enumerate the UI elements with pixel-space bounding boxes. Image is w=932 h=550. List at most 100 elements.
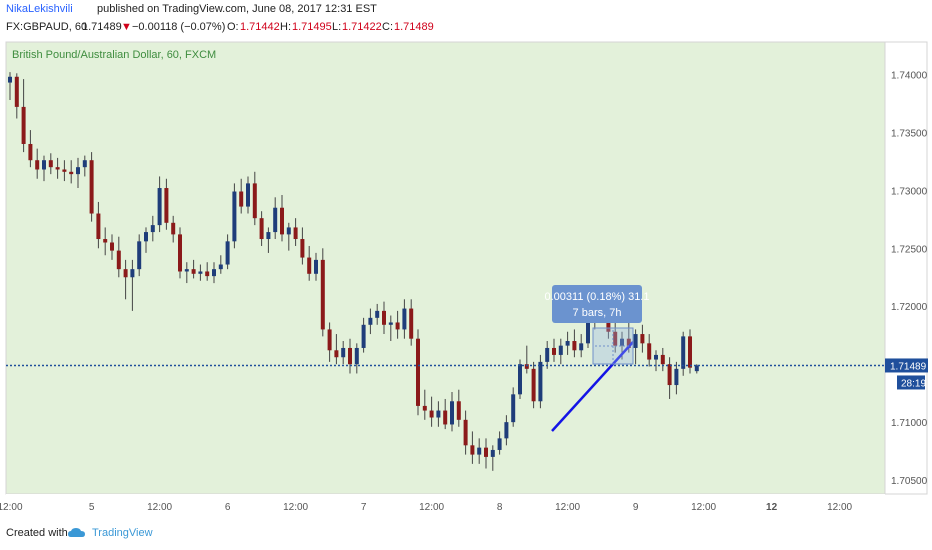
candle[interactable] [361, 317, 366, 353]
candle[interactable] [171, 215, 176, 243]
trend-line[interactable] [551, 341, 634, 432]
candle[interactable] [558, 338, 563, 365]
candle[interactable] [382, 301, 386, 335]
candle[interactable] [395, 310, 400, 339]
candle[interactable] [388, 315, 393, 342]
candle[interactable] [327, 322, 332, 362]
candle[interactable] [572, 329, 577, 358]
candle[interactable] [348, 338, 352, 374]
price-axis[interactable] [884, 41, 928, 495]
candle[interactable] [273, 197, 278, 240]
candle[interactable] [48, 153, 53, 175]
candle[interactable] [14, 73, 19, 119]
candle[interactable] [552, 338, 556, 362]
candle[interactable] [110, 234, 114, 260]
candle[interactable] [137, 234, 142, 277]
candle[interactable] [518, 359, 522, 399]
candle[interactable] [640, 324, 645, 353]
candle[interactable] [450, 392, 454, 432]
candle[interactable] [116, 236, 121, 278]
candle[interactable] [341, 341, 346, 365]
candle[interactable] [103, 227, 108, 256]
candle[interactable] [484, 438, 488, 469]
candle[interactable] [463, 410, 468, 455]
tradingview-brand[interactable]: TradingView [92, 527, 153, 539]
candle[interactable] [191, 259, 196, 279]
candle[interactable] [28, 130, 33, 168]
candle[interactable] [654, 350, 658, 372]
candle[interactable] [422, 389, 427, 420]
candle[interactable] [538, 354, 543, 409]
candle[interactable] [320, 248, 325, 337]
candle[interactable] [96, 201, 101, 249]
candle[interactable] [76, 157, 80, 189]
candle[interactable] [674, 361, 679, 395]
candle[interactable] [252, 171, 257, 226]
candle[interactable] [402, 299, 407, 339]
candle[interactable] [354, 343, 359, 374]
candle[interactable] [307, 245, 312, 281]
candle[interactable] [633, 329, 638, 365]
candle[interactable] [42, 155, 46, 182]
candle[interactable] [293, 218, 298, 246]
candle[interactable] [246, 176, 250, 214]
candle[interactable] [232, 183, 237, 249]
candle[interactable] [144, 227, 148, 253]
candle[interactable] [157, 176, 162, 233]
candle[interactable] [69, 160, 74, 184]
candle[interactable] [660, 347, 665, 372]
candle[interactable] [443, 398, 448, 430]
candle[interactable] [545, 341, 550, 369]
candle[interactable] [681, 331, 686, 376]
candle[interactable] [205, 262, 210, 281]
candle[interactable] [314, 252, 318, 281]
candle[interactable] [694, 364, 699, 374]
candle[interactable] [477, 438, 482, 464]
candle[interactable] [21, 79, 26, 153]
candle[interactable] [218, 255, 223, 274]
candle[interactable] [470, 431, 475, 464]
time-axis[interactable] [6, 494, 885, 516]
candle[interactable] [259, 211, 264, 246]
candle[interactable] [416, 329, 420, 416]
candle[interactable] [35, 148, 40, 179]
candle[interactable] [334, 334, 339, 365]
candle[interactable] [178, 227, 182, 279]
candle[interactable] [531, 361, 536, 409]
candle[interactable] [524, 345, 529, 374]
candle[interactable] [55, 157, 60, 179]
candle[interactable] [613, 322, 618, 353]
candle[interactable] [150, 215, 155, 242]
candle[interactable] [579, 334, 584, 358]
candle[interactable] [89, 152, 94, 222]
candle[interactable] [647, 334, 652, 367]
candle[interactable] [123, 259, 128, 300]
candle[interactable] [184, 262, 189, 284]
candle[interactable] [62, 160, 67, 182]
candle[interactable] [375, 303, 380, 325]
candle[interactable] [504, 415, 509, 446]
candle[interactable] [429, 396, 434, 427]
candle[interactable] [225, 234, 230, 270]
candle[interactable] [266, 227, 271, 253]
candle[interactable] [164, 178, 169, 230]
author-link[interactable]: NikaLekishvili [6, 3, 73, 15]
candle[interactable] [212, 262, 216, 284]
candle[interactable] [8, 72, 12, 100]
candle[interactable] [511, 387, 516, 427]
price-chart[interactable]: British Pound/Australian Dollar, 60, FXC… [0, 38, 932, 518]
candle[interactable] [436, 401, 441, 427]
candle[interactable] [198, 264, 203, 281]
candle[interactable] [565, 331, 570, 355]
candle[interactable] [490, 445, 495, 471]
candle[interactable] [280, 194, 284, 242]
candle[interactable] [409, 299, 414, 346]
candle[interactable] [239, 178, 244, 214]
candle[interactable] [130, 259, 135, 311]
candle[interactable] [286, 222, 291, 251]
candle[interactable] [667, 357, 672, 399]
candle[interactable] [456, 389, 461, 427]
candle[interactable] [82, 155, 87, 177]
candle[interactable] [368, 308, 373, 335]
candle[interactable] [300, 227, 305, 265]
